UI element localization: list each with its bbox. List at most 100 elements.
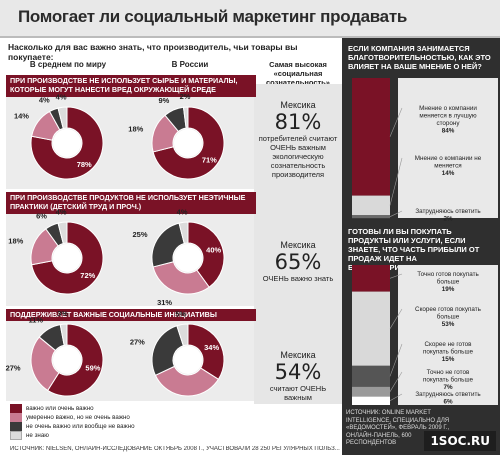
bar-value: 15% (442, 356, 455, 363)
bar-label-line: Мнение о компании не (415, 155, 482, 162)
stat-1-value: 81% (274, 110, 322, 134)
donut-slice (152, 106, 225, 180)
donut-value-label: 11% (28, 316, 43, 325)
donut-value-label: 18% (128, 124, 143, 133)
bar-segment (352, 365, 390, 387)
bar-value: 19% (442, 286, 455, 293)
bar-label: Скорее не готов покупать больше 15% (423, 341, 474, 363)
bar-connector (389, 343, 403, 377)
bar-label-line: Затрудняюсь ответить (415, 391, 481, 398)
donut-value-label: 27% (130, 337, 145, 346)
stat-2: Мексика 65% ОЧЕНЬ важно знать (256, 240, 340, 283)
bar-segment (352, 386, 390, 397)
bar-label: Скорее готов покупать больше 53% (415, 306, 482, 328)
donut-value-label: 14% (14, 111, 29, 120)
bar-label-line: Точно не готов (427, 369, 470, 376)
bar-segment (352, 265, 390, 292)
bar-value: 14% (442, 170, 455, 177)
page-title: Помогает ли социальный маркетинг продава… (18, 7, 408, 26)
bar-value: 2% (443, 216, 453, 223)
stat-2-value: 65% (274, 250, 322, 274)
source-left: ИСТОЧНИК: NIELSEN, ОНЛАЙН-ИССЛЕДОВАНИЕ О… (10, 446, 340, 452)
bar-value: 7% (443, 384, 453, 391)
donut-value-label: 34% (204, 343, 219, 352)
right-question-1: ЕСЛИ КОМПАНИЯ ЗАНИМАЕТСЯ БЛАГОТВОРИТЕЛЬН… (348, 44, 491, 71)
donut-hole (174, 129, 202, 157)
donut-slice (187, 221, 225, 288)
bar-label-line: Точно готов покупать (417, 271, 479, 278)
bar-label-line: Затрудняюсь ответить (415, 208, 481, 215)
donut-hole (53, 346, 81, 374)
legend-swatch (10, 422, 22, 432)
donut-value-label: 27% (6, 363, 21, 372)
stat-2-country: Мексика (280, 240, 316, 250)
legend-swatch (10, 431, 22, 441)
donut-slice (176, 323, 189, 347)
bar-value: 53% (442, 321, 455, 328)
legend-label: не очень важно или вообще не важно (26, 423, 135, 431)
legend: важно или очень важно умеренно важно, но… (10, 404, 250, 441)
stat-2-text: ОЧЕНЬ важно знать (262, 274, 334, 283)
donut-slice (178, 221, 189, 245)
donut-value-label: 59% (85, 364, 100, 373)
legend-swatch (10, 413, 22, 423)
bar-label-line: Скорее не готов (424, 341, 472, 348)
brand-badge: 1SOC.RU (424, 431, 496, 451)
donut-value-label: 4% (177, 207, 188, 216)
label-bg (398, 78, 498, 218)
donut-slice (152, 261, 210, 295)
donut-hole (53, 129, 81, 157)
legend-item-2: умеренно важно, но не очень важно (10, 413, 250, 423)
donut-slice (57, 106, 68, 130)
donut-slice (31, 221, 104, 295)
donut-slice (187, 323, 225, 380)
bar-label: Точно не готов покупать больше 7% (423, 369, 474, 391)
bar-connector (389, 210, 403, 217)
bar-connector (389, 393, 403, 402)
bar-value: 84% (442, 128, 455, 135)
donut-hole (53, 244, 81, 272)
stat-3-country: Мексика (280, 350, 316, 360)
donut-charts: 78% 14% 4% 4% 71% 18% 9% 2% 72% 18% 6% 4% 40% 31% 25% 4… (6, 92, 225, 405)
bar-connector (389, 371, 403, 392)
stat-1-country: Мексика (280, 100, 316, 110)
bar-segment (352, 396, 390, 405)
source-right: ИСТОЧНИК: ONLINE MARKET INTELLIGENCE, СП… (346, 410, 450, 446)
bar-connector (389, 273, 403, 279)
donut-slice (59, 323, 68, 346)
col-top-header: Самая высокая «социальная сознательность… (266, 60, 330, 87)
donut-value-label: 40% (206, 246, 221, 255)
donut-value-label: 4% (56, 92, 67, 101)
question: Насколько для вас важно знать, что произ… (8, 42, 298, 62)
col-russia-header: В России (171, 60, 209, 69)
legend-item-3: не очень важно или вообще не важно (10, 422, 250, 432)
donut-slice (151, 325, 184, 376)
donut-value-label: 2% (180, 92, 191, 101)
bar-segment (352, 195, 390, 216)
donut-value-label: 34% (178, 403, 193, 405)
col-world-header: В среднем по миру (29, 60, 107, 69)
legend-item-4: не знаю (10, 431, 250, 441)
bar-label: Затрудняюсь ответить 6% (415, 391, 481, 406)
bar-label-line: Мнение о компании (419, 105, 477, 112)
title-bar: Помогает ли социальный маркетинг продава… (0, 0, 500, 38)
bar-label-line: меняется (434, 163, 461, 170)
stat-3-text: считают ОЧЕНЬ важным (269, 384, 327, 402)
bar-segment (352, 291, 390, 366)
legend-label: не знаю (26, 432, 49, 440)
bar-value: 6% (443, 399, 453, 406)
donut-hole (174, 346, 202, 374)
donut-value-label: 9% (158, 96, 169, 105)
bar-connector (389, 157, 403, 206)
bar-label-line: меняется в лучшую (419, 113, 477, 120)
donut-value-label: 72% (80, 271, 95, 280)
legend-label: умеренно важно, но не очень важно (26, 414, 130, 422)
bar-label-line: сторону (436, 120, 460, 127)
donut-value-label: 4% (56, 207, 67, 216)
donut-value-label: 25% (133, 230, 148, 239)
stat-1-text: потребителей считают ОЧЕНЬ важным эколог… (258, 134, 338, 179)
section-2-label: ПРИ ПРОИЗВОДСТВЕ ПРОДУКТОВ НЕ ИСПОЛЬЗУЕТ… (6, 192, 256, 214)
section-1-label: ПРИ ПРОИЗВОДСТВЕ НЕ ИСПОЛЬЗУЕТ СЫРЬЕ И М… (6, 75, 256, 97)
bar-segment (352, 215, 390, 219)
